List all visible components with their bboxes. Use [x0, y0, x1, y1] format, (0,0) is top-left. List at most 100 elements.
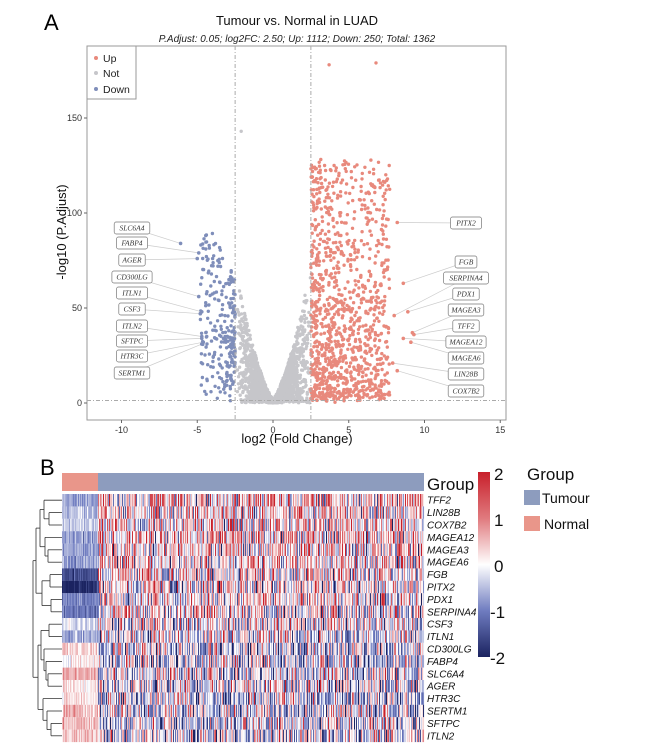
point-up [356, 250, 360, 254]
heatmap-cell [100, 494, 102, 507]
point-up [353, 247, 357, 251]
point-up [313, 367, 317, 371]
heatmap-cell [82, 494, 84, 507]
point-up [373, 383, 377, 387]
heatmap-cell [125, 494, 127, 507]
heatmap-cell [380, 494, 382, 507]
heatmap-cell [70, 506, 72, 519]
heatmap-cell [322, 494, 324, 507]
point-not [247, 328, 251, 333]
heatmap-cell [83, 506, 85, 519]
point-not [305, 396, 309, 400]
heatmap-cell [226, 506, 228, 519]
heatmap-cell [261, 506, 263, 519]
heatmap-cell [289, 494, 291, 507]
heatmap-cell [201, 518, 203, 532]
point-not [235, 389, 240, 394]
heatmap-cell [258, 494, 260, 507]
heatmap-cell [315, 494, 317, 507]
heatmap-cell [84, 494, 86, 507]
heatmap-cell [341, 494, 343, 507]
point-up [322, 331, 327, 335]
heatmap-cell [96, 494, 98, 507]
point-up [318, 293, 322, 298]
heatmap-cell [177, 506, 179, 519]
heatmap-cell [182, 494, 184, 507]
point-up [317, 340, 321, 345]
point-up [319, 175, 323, 180]
heatmap-cell [184, 518, 186, 532]
point-up [369, 306, 373, 311]
heatmap-cell [394, 506, 396, 519]
point-up [361, 296, 365, 300]
heatmap-cell [93, 506, 95, 519]
heatmap-cell [216, 506, 218, 519]
point-up [315, 361, 319, 365]
heatmap-cell [211, 506, 213, 519]
point-up [348, 263, 353, 267]
point-up [327, 237, 331, 242]
point-up [325, 210, 329, 215]
point-up [379, 283, 383, 288]
heatmap-cell [195, 506, 197, 519]
heatmap-cell [331, 494, 333, 507]
heatmap-cell [262, 494, 264, 507]
heatmap-cell [194, 494, 196, 507]
point-not [240, 317, 244, 321]
heatmap-cell [245, 494, 247, 507]
heatmap-cell [206, 494, 208, 507]
point-up [327, 346, 331, 350]
heatmap-cell [369, 506, 371, 519]
point-up [365, 222, 369, 226]
heatmap-cell [124, 518, 126, 532]
point-up [356, 392, 360, 397]
point-down [221, 380, 225, 384]
heatmap-cell [199, 506, 201, 519]
point-up [365, 242, 370, 246]
point-up [325, 391, 329, 395]
point-up [319, 276, 323, 280]
point-down [210, 374, 215, 379]
heatmap-cell [226, 494, 228, 507]
point-up [348, 361, 353, 365]
heatmap-cell [329, 506, 331, 519]
point-down [217, 260, 221, 265]
heatmap-cell [222, 506, 224, 519]
heatmap-cell [237, 518, 239, 532]
heatmap-cell [167, 506, 169, 519]
point-up [357, 372, 361, 377]
heatmap-cell [192, 494, 194, 507]
heatmap-cell [212, 506, 214, 519]
heatmap-cell [62, 506, 64, 519]
heatmap-cell [337, 494, 339, 507]
heatmap-cell [97, 494, 99, 507]
point-up [327, 181, 332, 185]
heatmap-cell [109, 506, 111, 519]
point-up [348, 333, 352, 338]
point-up [315, 324, 319, 328]
point-up [341, 163, 345, 167]
heatmap-cell [152, 518, 154, 532]
heatmap-cell [362, 506, 364, 519]
point-up [339, 293, 343, 297]
heatmap-cell [205, 494, 207, 507]
heatmap-cell [210, 506, 212, 519]
heatmap-cell [337, 506, 339, 519]
heatmap-cell [151, 518, 153, 532]
heatmap-cell [312, 506, 314, 519]
gene-label: AGER [121, 256, 142, 265]
point-down [209, 284, 213, 288]
point-up [340, 335, 344, 339]
point-up [326, 222, 331, 226]
point-not [261, 377, 265, 381]
heatmap-cell [96, 506, 98, 519]
heatmap-cell [131, 518, 133, 532]
point-up [365, 299, 369, 303]
point-up [387, 277, 391, 281]
point-not [288, 398, 293, 402]
point-up [346, 257, 350, 261]
heatmap-cell [118, 506, 120, 519]
point-up [331, 370, 336, 374]
heatmap-cell [184, 494, 186, 507]
point-up [363, 165, 367, 169]
